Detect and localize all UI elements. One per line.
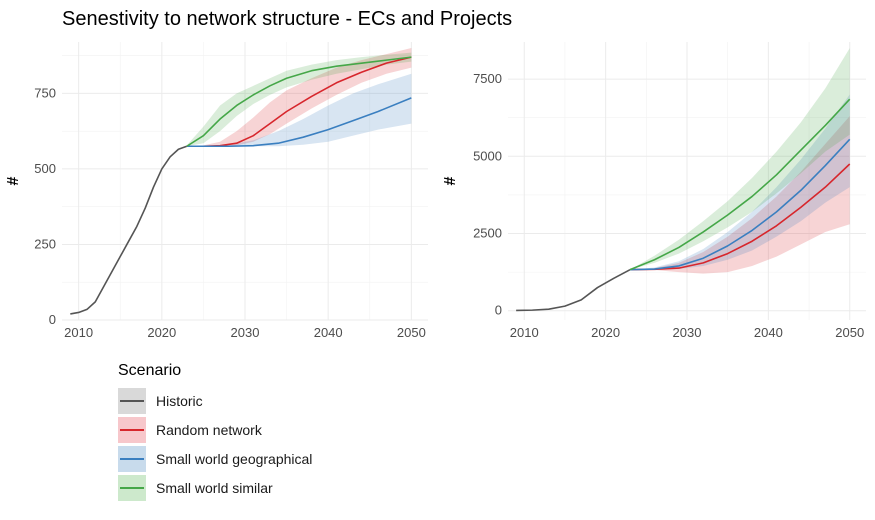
ribbon-random (630, 116, 850, 274)
y-tick-label: 7500 (473, 71, 502, 86)
series-line-geo (630, 138, 851, 271)
ribbon-geo (630, 94, 850, 270)
chart-title: Senestivity to network structure - ECs a… (62, 8, 513, 30)
legend-label: Random network (156, 421, 262, 438)
legend-item-geo: Small world geographical (118, 444, 312, 473)
chart-canvas: 2010 2020 2030 2040 2050 0 250 500 750 # 2010 2020… (5, 42, 866, 340)
x-tick-label: 2050 (835, 325, 864, 340)
y-axis-title: # (5, 176, 22, 185)
series-line-similar (186, 56, 412, 147)
series-line-random (630, 163, 851, 271)
x-tick-label: 2020 (591, 325, 620, 340)
series-line-geo (186, 97, 412, 148)
y-tick-label: 5000 (473, 148, 502, 163)
y-tick-label: 500 (34, 161, 56, 176)
series-line-similar (629, 98, 851, 271)
legend-title: Scenario (118, 362, 182, 379)
legend-key-similar (118, 474, 146, 501)
legend-key-geo (118, 445, 146, 472)
x-tick-label: 2040 (314, 325, 343, 340)
legend-label: Historic (156, 392, 203, 409)
x-tick-label: 2030 (231, 325, 260, 340)
right-panel: 2010 2020 2030 2040 2050 0 2500 5000 7500 # (442, 42, 866, 340)
y-axis-title: # (442, 176, 459, 185)
legend-key-historic (118, 387, 146, 414)
x-tick-label: 2010 (64, 325, 93, 340)
legend-key-random (118, 416, 146, 443)
x-tick-label: 2020 (147, 325, 176, 340)
ribbon-random (186, 48, 412, 147)
x-tick-label: 2030 (673, 325, 702, 340)
legend-label: Small world similar (156, 479, 273, 496)
legend-item-historic: Historic (118, 386, 312, 415)
y-tick-label: 0 (49, 312, 56, 327)
x-tick-label: 2040 (754, 325, 783, 340)
ribbon-geo (186, 73, 412, 147)
legend-items: Historic Random network Small world geogra… (118, 386, 312, 502)
ribbon-similar (630, 48, 850, 270)
legend-item-similar: Small world similar (118, 473, 312, 502)
series-line-historic (516, 268, 631, 312)
x-tick-label: 2010 (510, 325, 539, 340)
legend-item-random: Random network (118, 415, 312, 444)
y-tick-label: 0 (495, 303, 502, 318)
left-panel: 2010 2020 2030 2040 2050 0 250 500 750 # (5, 42, 428, 340)
series-line-historic (70, 145, 188, 315)
y-tick-label: 250 (34, 236, 56, 251)
y-tick-label: 2500 (473, 226, 502, 241)
legend-label: Small world geographical (156, 450, 313, 467)
y-tick-label: 750 (34, 85, 56, 100)
legend: Scenario Historic Random network Small wor… (118, 362, 312, 502)
x-tick-label: 2050 (397, 325, 426, 340)
